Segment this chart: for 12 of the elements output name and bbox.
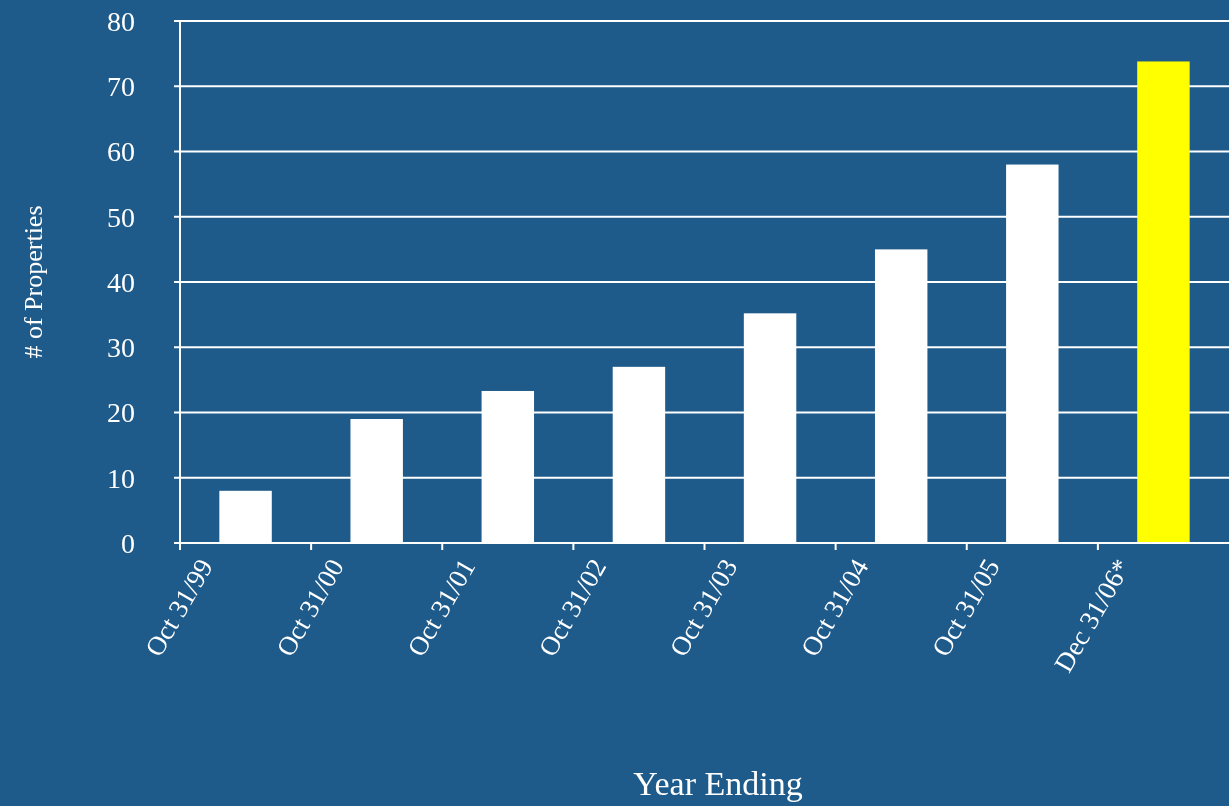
- x-axis-title: Year Ending: [633, 765, 803, 802]
- y-tick-label: 60: [107, 136, 135, 168]
- bar: [1137, 61, 1190, 543]
- y-tick-label: 80: [107, 5, 135, 37]
- y-tick-label: 30: [107, 332, 135, 364]
- y-tick-label: 40: [107, 266, 135, 298]
- y-tick-label: 20: [107, 397, 135, 429]
- y-tick-label: 70: [107, 71, 135, 103]
- y-axis-title: # of Properties: [19, 205, 48, 359]
- y-tick-label: 0: [121, 527, 135, 559]
- y-tick-label: 50: [107, 201, 135, 233]
- y-tick-label: 10: [107, 462, 135, 494]
